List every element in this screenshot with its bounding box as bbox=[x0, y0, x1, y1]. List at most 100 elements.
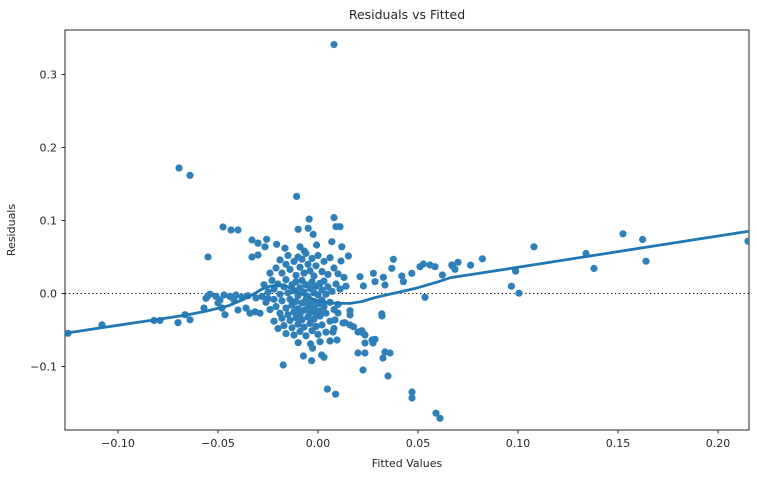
x-tick-label: 0.15 bbox=[606, 437, 631, 450]
scatter-point bbox=[242, 304, 250, 312]
scatter-point bbox=[312, 262, 320, 270]
scatter-point bbox=[388, 264, 396, 272]
scatter-point bbox=[478, 255, 486, 263]
scatter-point bbox=[408, 269, 416, 277]
scatter-point bbox=[294, 305, 302, 313]
scatter-point bbox=[286, 316, 294, 325]
scatter-point bbox=[290, 331, 298, 339]
scatter-point bbox=[336, 285, 344, 293]
chart-title: Residuals vs Fitted bbox=[349, 7, 465, 22]
scatter-point bbox=[359, 366, 367, 374]
scatter-point bbox=[318, 321, 326, 329]
scatter-point bbox=[219, 223, 227, 231]
scatter-point bbox=[432, 409, 440, 417]
scatter-point bbox=[234, 226, 242, 234]
scatter-point bbox=[369, 339, 377, 347]
scatter-point bbox=[449, 262, 457, 270]
ticks-layer: −0.10 −0.05 0.00 0.05 0.10 0.15 0.20 0.3 0.2 0.1 0… bbox=[30, 69, 730, 450]
scatter-point bbox=[399, 278, 407, 286]
scatter-point bbox=[282, 304, 290, 312]
scatter-point bbox=[252, 294, 260, 302]
scatter-point bbox=[273, 240, 281, 248]
scatter-point bbox=[332, 390, 340, 398]
scatter-point bbox=[266, 269, 274, 277]
scatter-point bbox=[306, 267, 314, 275]
scatter-point bbox=[356, 273, 364, 281]
scatter-point bbox=[248, 253, 256, 261]
scatter-point bbox=[507, 282, 515, 290]
scatter-point bbox=[408, 394, 416, 402]
scatter-point bbox=[515, 289, 523, 297]
scatter-point bbox=[359, 282, 367, 290]
scatter-point bbox=[293, 192, 301, 200]
scatter-point bbox=[326, 337, 334, 345]
lowess-line-layer bbox=[65, 229, 749, 335]
scatter-point bbox=[431, 263, 439, 271]
scatter-point bbox=[334, 270, 342, 278]
scatter-point bbox=[304, 313, 312, 321]
scatter-point bbox=[204, 253, 212, 261]
scatter-point bbox=[361, 349, 369, 357]
scatter-point bbox=[436, 414, 444, 422]
scatter-point bbox=[263, 235, 271, 243]
scatter-point bbox=[232, 291, 240, 299]
scatter-point bbox=[316, 312, 324, 320]
scatter-point bbox=[175, 164, 183, 172]
scatter-point bbox=[316, 338, 324, 346]
scatter-point bbox=[330, 306, 338, 314]
scatter-point bbox=[339, 319, 347, 327]
scatter-point bbox=[286, 265, 294, 273]
y-tick-label: 0.0 bbox=[40, 288, 58, 301]
scatter-point bbox=[309, 344, 317, 352]
scatter-point bbox=[369, 269, 377, 277]
scatter-point bbox=[371, 278, 379, 286]
scatter-point bbox=[398, 272, 406, 280]
scatter-point bbox=[282, 276, 290, 284]
scatter-point bbox=[330, 214, 338, 222]
scatter-point bbox=[282, 330, 290, 338]
scatter-point bbox=[309, 230, 317, 238]
scatter-point bbox=[639, 235, 647, 244]
scatter-point bbox=[302, 332, 310, 340]
scatter-point bbox=[262, 298, 270, 306]
scatter-point bbox=[304, 260, 312, 268]
scatter-point bbox=[310, 272, 318, 280]
scatter-point bbox=[308, 357, 316, 365]
x-tick-label: 0.20 bbox=[706, 437, 731, 450]
scatter-point bbox=[284, 311, 292, 319]
scatter-point bbox=[384, 372, 392, 380]
scatter-point bbox=[284, 251, 292, 260]
scatter-point bbox=[294, 225, 302, 233]
scatter-point bbox=[344, 252, 352, 260]
scatter-point bbox=[328, 287, 336, 295]
scatter-point bbox=[254, 239, 262, 247]
scatter-point bbox=[270, 317, 278, 325]
scatter-point bbox=[292, 297, 300, 306]
scatter-point bbox=[361, 339, 369, 347]
scatter-point bbox=[300, 269, 308, 277]
scatter-point bbox=[332, 280, 340, 288]
scatter-point bbox=[744, 237, 749, 245]
y-axis-label: Residuals bbox=[5, 204, 18, 256]
scatter-point bbox=[359, 329, 367, 337]
scatter-point bbox=[310, 315, 318, 323]
scatter-point bbox=[336, 223, 344, 231]
scatter-point bbox=[186, 171, 194, 179]
scatter-point bbox=[313, 241, 321, 249]
scatter-point bbox=[326, 317, 334, 325]
scatter-point bbox=[346, 321, 354, 329]
scatter-point bbox=[292, 314, 300, 322]
x-tick-label: −0.05 bbox=[201, 437, 235, 450]
scatter-point bbox=[270, 295, 278, 303]
scatter-point bbox=[221, 311, 229, 319]
scatter-point bbox=[322, 309, 330, 317]
scatter-point bbox=[212, 292, 220, 300]
scatter-point bbox=[340, 273, 348, 281]
scatter-point bbox=[304, 224, 312, 232]
scatter-point bbox=[256, 309, 264, 317]
scatter-point bbox=[292, 271, 300, 279]
scatter-point bbox=[330, 324, 338, 333]
scatter-point bbox=[292, 278, 300, 286]
scatter-point bbox=[227, 226, 235, 234]
scatter-point bbox=[206, 290, 214, 298]
